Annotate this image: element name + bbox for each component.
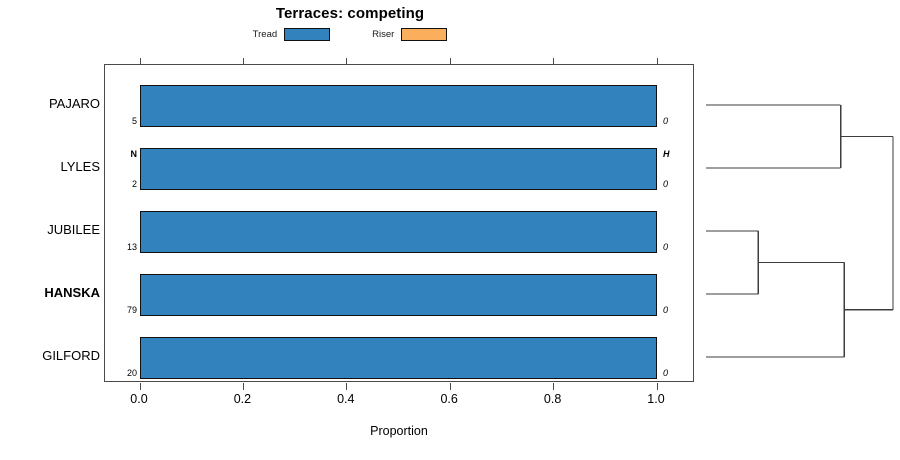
axis-tick-top xyxy=(242,58,244,65)
axis-tick-top xyxy=(449,58,451,65)
bar-segment-tread xyxy=(140,274,657,316)
category-label-jubilee: JUBILEE xyxy=(47,222,100,237)
axis-tick-bottom xyxy=(242,383,244,390)
x-tick-label: 0.2 xyxy=(233,392,252,406)
legend-item-riser: Riser xyxy=(372,28,448,41)
x-tick-label: 0.6 xyxy=(440,392,458,406)
legend-label-tread: Tread xyxy=(252,29,278,40)
category-label-pajaro: PAJARO xyxy=(48,96,100,111)
h-value: 0 xyxy=(663,368,669,378)
x-tick-label: 0.8 xyxy=(543,392,562,406)
axis-tick-bottom xyxy=(553,383,555,390)
x-axis-title: Proportion xyxy=(370,424,428,438)
axis-tick-bottom xyxy=(449,383,451,390)
category-label-hanska: HANSKA xyxy=(44,285,100,300)
n-value: 2 xyxy=(131,179,137,189)
n-column-header: N xyxy=(130,149,138,159)
category-label-lyles: LYLES xyxy=(60,159,100,174)
legend-label-riser: Riser xyxy=(372,29,395,40)
axis-tick-bottom xyxy=(656,383,658,390)
h-value: 0 xyxy=(663,116,669,126)
axis-tick-top xyxy=(553,58,555,65)
dendrogram-svg xyxy=(706,104,894,358)
n-value: 20 xyxy=(126,368,137,378)
dendrogram xyxy=(700,64,900,382)
x-tick-label: 0.0 xyxy=(130,392,148,406)
plot-panel: N H 5 2 13 79 20 0 0 0 0 0 xyxy=(104,58,694,390)
bar-segment-tread xyxy=(140,337,657,379)
n-value: 5 xyxy=(131,116,137,126)
legend-swatch-riser xyxy=(401,28,448,41)
x-tick-label: 1.0 xyxy=(647,392,665,406)
category-label-gilford: GILFORD xyxy=(42,348,100,363)
page-title: Terraces: competing xyxy=(275,5,425,22)
axis-tick-top xyxy=(346,58,348,65)
h-column-header: H xyxy=(663,149,670,159)
chart-legend: Tread Riser xyxy=(0,28,700,41)
axis-tick-top xyxy=(656,58,658,65)
bar-segment-tread xyxy=(140,85,657,127)
h-value: 0 xyxy=(663,179,669,189)
bar-segment-tread xyxy=(140,148,657,190)
legend-item-tread: Tread xyxy=(252,28,331,41)
axis-tick-top xyxy=(139,58,141,65)
legend-swatch-tread xyxy=(284,28,331,41)
axis-tick-bottom xyxy=(139,383,141,390)
h-value: 0 xyxy=(663,242,669,252)
h-value: 0 xyxy=(663,305,669,315)
x-tick-label: 0.4 xyxy=(337,392,355,406)
axis-tick-bottom xyxy=(346,383,348,390)
n-value: 79 xyxy=(126,305,137,315)
n-value: 13 xyxy=(126,242,137,252)
bar-segment-tread xyxy=(140,211,657,253)
